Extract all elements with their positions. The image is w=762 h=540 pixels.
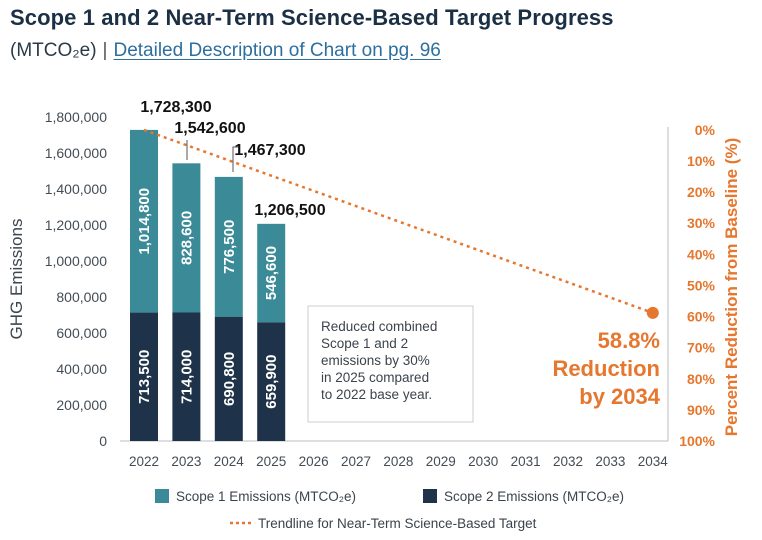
y-tick-label: 1,800,000 xyxy=(45,109,107,125)
y-tick-label: 1,200,000 xyxy=(45,217,107,233)
x-tick-label: 2034 xyxy=(638,454,669,469)
bar-total-label: 1,206,500 xyxy=(254,202,325,219)
y2-tick-label: 10% xyxy=(687,153,716,169)
legend-swatch-scope2 xyxy=(423,489,437,503)
bar-value-label: 713,500 xyxy=(136,350,153,404)
x-tick-label: 2028 xyxy=(383,454,413,469)
y-axis-label: GHG Emissions xyxy=(7,219,26,340)
bar-value-label: 546,600 xyxy=(263,246,280,300)
x-tick-label: 2032 xyxy=(553,454,583,469)
y2-tick-label: 20% xyxy=(687,184,716,200)
y-tick-label: 800,000 xyxy=(56,289,107,305)
x-tick-label: 2025 xyxy=(256,454,286,469)
y2-tick-label: 0% xyxy=(695,122,716,138)
annotation-text: Scope 1 and 2 xyxy=(321,336,408,351)
bar-scope1-2023 xyxy=(172,163,201,313)
legend-swatch-scope1 xyxy=(155,489,169,503)
y-tick-label: 1,400,000 xyxy=(45,181,107,197)
x-tick-label: 2022 xyxy=(129,454,159,469)
bar-scope1-2025 xyxy=(257,223,286,323)
x-tick-label: 2026 xyxy=(299,454,329,469)
y-tick-label: 0 xyxy=(99,433,107,449)
y-tick-label: 600,000 xyxy=(56,325,107,341)
target-callout-text: by 2034 xyxy=(579,384,660,409)
bar-value-label: 776,500 xyxy=(221,220,238,274)
annotation-box xyxy=(307,305,474,423)
y2-axis-label: Percent Reduction from Baseline (%) xyxy=(722,138,741,437)
target-callout-text: Reduction xyxy=(552,356,660,381)
legend-label-scope1: Scope 1 Emissions (MTCO₂e) xyxy=(176,489,356,504)
y-tick-label: 1,000,000 xyxy=(45,253,107,269)
legend-label-scope2: Scope 2 Emissions (MTCO₂e) xyxy=(444,489,624,504)
y2-tick-label: 100% xyxy=(679,433,715,449)
y2-tick-label: 60% xyxy=(687,309,716,325)
chart-subtitle: (MTCO₂e) | Detailed Description of Chart o… xyxy=(10,40,441,62)
bar-scope1-2024 xyxy=(214,176,243,317)
x-tick-label: 2029 xyxy=(426,454,456,469)
y-tick-label: 200,000 xyxy=(56,397,107,413)
annotation-text: emissions by 30% xyxy=(321,353,430,368)
y2-tick-label: 30% xyxy=(687,215,716,231)
target-callout-percent: 58.8% xyxy=(598,328,660,353)
x-tick-label: 2030 xyxy=(468,454,498,469)
y2-tick-label: 80% xyxy=(687,371,716,387)
bar-scope2-2022 xyxy=(130,312,158,441)
annotation-text: in 2025 compared xyxy=(321,370,429,385)
bar-scope2-2024 xyxy=(214,316,243,441)
y-tick-label: 400,000 xyxy=(56,361,107,377)
x-tick-label: 2024 xyxy=(214,454,245,469)
bar-scope2-2023 xyxy=(172,312,201,441)
x-tick-label: 2027 xyxy=(341,454,371,469)
detailed-description-link[interactable]: Detailed Description of Chart on pg. 96 xyxy=(113,40,441,61)
total-leader-line xyxy=(232,146,238,172)
y2-tick-label: 40% xyxy=(687,246,716,262)
bar-value-label: 828,600 xyxy=(178,211,195,265)
bar-value-label: 659,900 xyxy=(263,354,280,408)
y-tick-label: 1,600,000 xyxy=(45,145,107,161)
bar-value-label: 690,800 xyxy=(221,352,238,406)
bar-scope2-2025 xyxy=(257,322,286,441)
legend-label-trend: Trendline for Near-Term Science-Based Ta… xyxy=(258,516,537,531)
bar-total-label: 1,542,600 xyxy=(174,120,245,137)
y2-tick-label: 90% xyxy=(687,402,716,418)
x-tick-label: 2023 xyxy=(171,454,201,469)
annotation-text: to 2022 base year. xyxy=(321,387,432,402)
subtitle-separator: | xyxy=(102,40,108,61)
bar-value-label: 1,014,800 xyxy=(136,188,153,255)
bar-scope1-2022 xyxy=(130,129,158,313)
bar-total-label: 1,467,300 xyxy=(234,142,305,159)
y2-tick-label: 50% xyxy=(687,277,716,293)
annotation-text: Reduced combined xyxy=(321,319,437,334)
bar-value-label: 714,000 xyxy=(178,350,195,404)
trendline-end-marker xyxy=(646,306,659,319)
x-tick-label: 2033 xyxy=(595,454,625,469)
bar-total-label: 1,728,300 xyxy=(140,99,211,116)
y2-tick-label: 70% xyxy=(687,340,716,356)
trendline xyxy=(143,128,654,315)
chart-title: Scope 1 and 2 Near-Term Science-Based Ta… xyxy=(10,5,614,30)
unit-label: (MTCO₂e) xyxy=(10,40,97,61)
x-tick-label: 2031 xyxy=(511,454,541,469)
